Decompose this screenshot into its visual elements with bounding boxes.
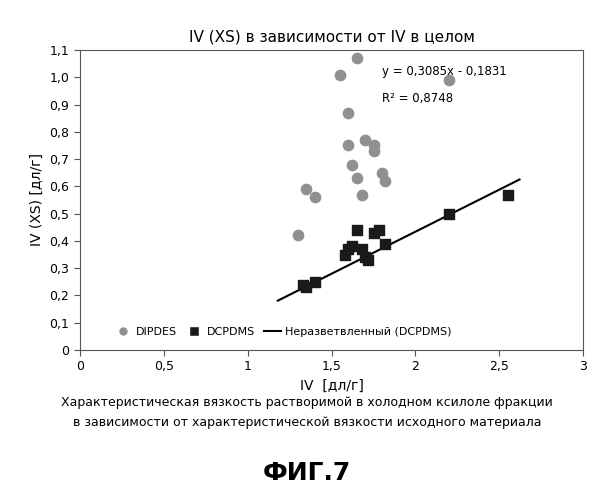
- Point: [368, 228, 378, 236]
- Point: [335, 70, 345, 78]
- Point: [380, 177, 390, 185]
- Text: Характеристическая вязкость растворимой в холодном ксилоле фракции: Характеристическая вязкость растворимой …: [61, 396, 553, 409]
- Text: y = 0,3085x - 0,1831: y = 0,3085x - 0,1831: [382, 65, 507, 78]
- Point: [347, 242, 357, 250]
- Point: [352, 174, 362, 182]
- Point: [310, 278, 320, 286]
- Point: [301, 185, 311, 193]
- Text: ФИГ.7: ФИГ.7: [263, 460, 351, 484]
- Point: [503, 190, 513, 198]
- Point: [357, 190, 367, 198]
- Point: [360, 254, 370, 262]
- Y-axis label: IV (XS) [дл/г]: IV (XS) [дл/г]: [30, 154, 44, 246]
- Title: IV (XS) в зависимости от IV в целом: IV (XS) в зависимости от IV в целом: [188, 30, 475, 44]
- Point: [368, 147, 378, 155]
- Point: [293, 232, 303, 239]
- Point: [340, 250, 350, 258]
- Point: [380, 240, 390, 248]
- Point: [343, 245, 353, 253]
- Point: [357, 245, 367, 253]
- Point: [298, 280, 308, 288]
- Point: [444, 76, 454, 84]
- Point: [352, 54, 362, 62]
- Point: [343, 108, 353, 116]
- Point: [301, 284, 311, 292]
- Point: [368, 142, 378, 150]
- Text: в зависимости от характеристической вязкости исходного материала: в зависимости от характеристической вязк…: [72, 416, 542, 429]
- Point: [347, 160, 357, 168]
- Point: [310, 194, 320, 202]
- Legend: DIPDES, DCPDMS, Неразветвленный (DCPDMS): DIPDES, DCPDMS, Неразветвленный (DCPDMS): [111, 322, 456, 342]
- Point: [352, 226, 362, 234]
- Point: [374, 226, 384, 234]
- Point: [444, 210, 454, 218]
- Point: [343, 142, 353, 150]
- Point: [377, 168, 387, 176]
- Point: [363, 256, 373, 264]
- Point: [360, 136, 370, 144]
- Text: R² = 0,8748: R² = 0,8748: [382, 92, 453, 105]
- X-axis label: IV  [дл/г]: IV [дл/г]: [300, 379, 363, 393]
